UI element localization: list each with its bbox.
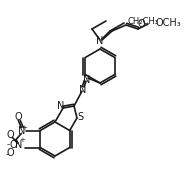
Text: N: N <box>96 36 104 46</box>
Text: N: N <box>79 85 87 95</box>
Text: N: N <box>83 75 91 85</box>
Text: CH₂CH₃: CH₂CH₃ <box>128 18 159 26</box>
Text: +: + <box>21 125 27 131</box>
Text: +: + <box>19 136 25 142</box>
Text: N: N <box>15 140 22 150</box>
Text: O: O <box>6 131 14 140</box>
Text: -: - <box>7 140 10 149</box>
Text: S: S <box>77 112 83 122</box>
Text: O: O <box>15 111 22 121</box>
Text: N: N <box>18 125 25 136</box>
Text: O: O <box>10 140 17 150</box>
Text: -: - <box>6 150 9 159</box>
Text: O: O <box>6 148 14 157</box>
Text: OCH₃: OCH₃ <box>155 18 181 28</box>
Text: N: N <box>57 101 65 111</box>
Text: O: O <box>137 19 145 29</box>
